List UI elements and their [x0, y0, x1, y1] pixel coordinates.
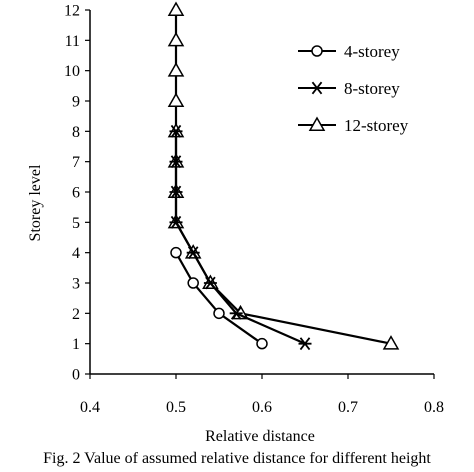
x-tick-label: 0.7	[338, 399, 358, 416]
y-tick-label: 1	[72, 336, 80, 353]
y-tick-label: 4	[72, 245, 80, 262]
data-point	[213, 307, 225, 320]
series-8-storey	[169, 124, 312, 351]
x-tick-label: 0.4	[80, 399, 100, 416]
y-tick-label: 0	[72, 367, 80, 384]
data-point	[187, 277, 199, 289]
legend-label: 8-storey	[344, 79, 400, 98]
y-tick-label: 2	[72, 306, 80, 323]
data-point	[167, 92, 185, 107]
series-line	[175, 252, 263, 345]
data-point	[169, 215, 183, 229]
y-tick-label: 9	[72, 94, 80, 111]
x-tick-label: 0.6	[252, 399, 272, 416]
x-axis-title: Relative distance	[205, 428, 315, 445]
series-layer	[167, 1, 400, 351]
y-axis-title: Storey level	[27, 164, 44, 241]
axes-layer	[89, 10, 434, 375]
y-tick-label: 6	[72, 185, 80, 202]
data-point	[167, 1, 185, 16]
series-4-storey	[170, 246, 268, 350]
x-tick-label: 0.5	[166, 399, 186, 416]
y-tick-label: 12	[64, 3, 80, 20]
y-tick-label: 3	[72, 276, 80, 293]
data-point	[167, 31, 185, 47]
data-point	[167, 62, 185, 77]
data-point	[170, 246, 182, 259]
legend: 4-storey 8-storey 12-storey	[298, 42, 409, 135]
x-tick-label: 0.8	[424, 399, 444, 416]
legend-marker	[308, 116, 326, 131]
data-point	[229, 306, 243, 320]
y-tick-label: 5	[72, 215, 80, 232]
y-tick-label: 8	[72, 124, 80, 141]
data-point	[186, 246, 200, 260]
legend-marker	[311, 45, 323, 57]
y-tick-label: 10	[64, 63, 80, 80]
legend-entry: 12-storey	[298, 116, 409, 135]
legend-label: 12-storey	[344, 116, 409, 135]
figure-caption: Fig. 2 Value of assumed relative distanc…	[43, 450, 431, 467]
data-point	[203, 276, 217, 290]
y-tick-label: 11	[65, 33, 80, 50]
data-point	[298, 337, 312, 351]
legend-marker	[310, 81, 324, 95]
legend-entry: 4-storey	[298, 42, 400, 61]
legend-label: 4-storey	[344, 42, 400, 61]
data-point	[382, 335, 400, 350]
legend-entry: 8-storey	[298, 79, 400, 98]
y-tick-label: 7	[72, 154, 80, 171]
data-point	[169, 124, 183, 138]
data-point	[256, 337, 268, 350]
data-point	[169, 155, 183, 169]
data-point	[169, 185, 183, 199]
